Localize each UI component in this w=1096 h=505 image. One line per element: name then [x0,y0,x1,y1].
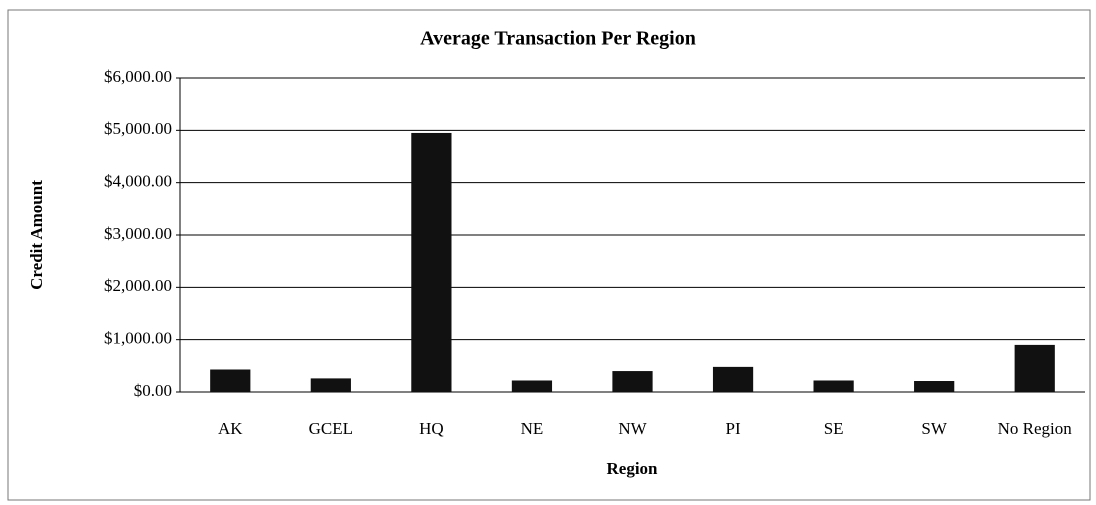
x-tick-label: No Region [998,419,1073,438]
x-tick-label: NW [618,419,647,438]
x-tick-label: AK [218,419,243,438]
bar [511,380,553,392]
bar [813,380,854,392]
chart-border [7,9,1091,501]
bar [712,366,754,392]
bar [1014,344,1055,392]
y-tick-label: $5,000.00 [104,119,172,138]
chart-title: Average Transaction Per Region [420,28,696,50]
x-tick-label: SW [921,419,947,438]
x-tick-label: NE [521,419,544,438]
y-tick-label: $6,000.00 [104,67,172,86]
y-tick-label: $1,000.00 [104,329,172,348]
y-tick-label: $3,000.00 [104,224,172,243]
bar [612,371,653,392]
y-tick-label: $0.00 [134,381,172,400]
x-tick-label: HQ [419,419,444,438]
x-tick-label: SE [824,419,844,438]
x-tick-label: PI [725,419,740,438]
y-tick-label: $4,000.00 [104,172,172,191]
bar [210,369,251,392]
x-tick-label: GCEL [309,419,353,438]
bar [914,381,955,392]
y-axis-label: Credit Amount [27,180,46,290]
bar [411,132,452,392]
x-axis-label: Region [607,459,659,478]
bar [310,378,351,392]
y-tick-label: $2,000.00 [104,276,172,295]
